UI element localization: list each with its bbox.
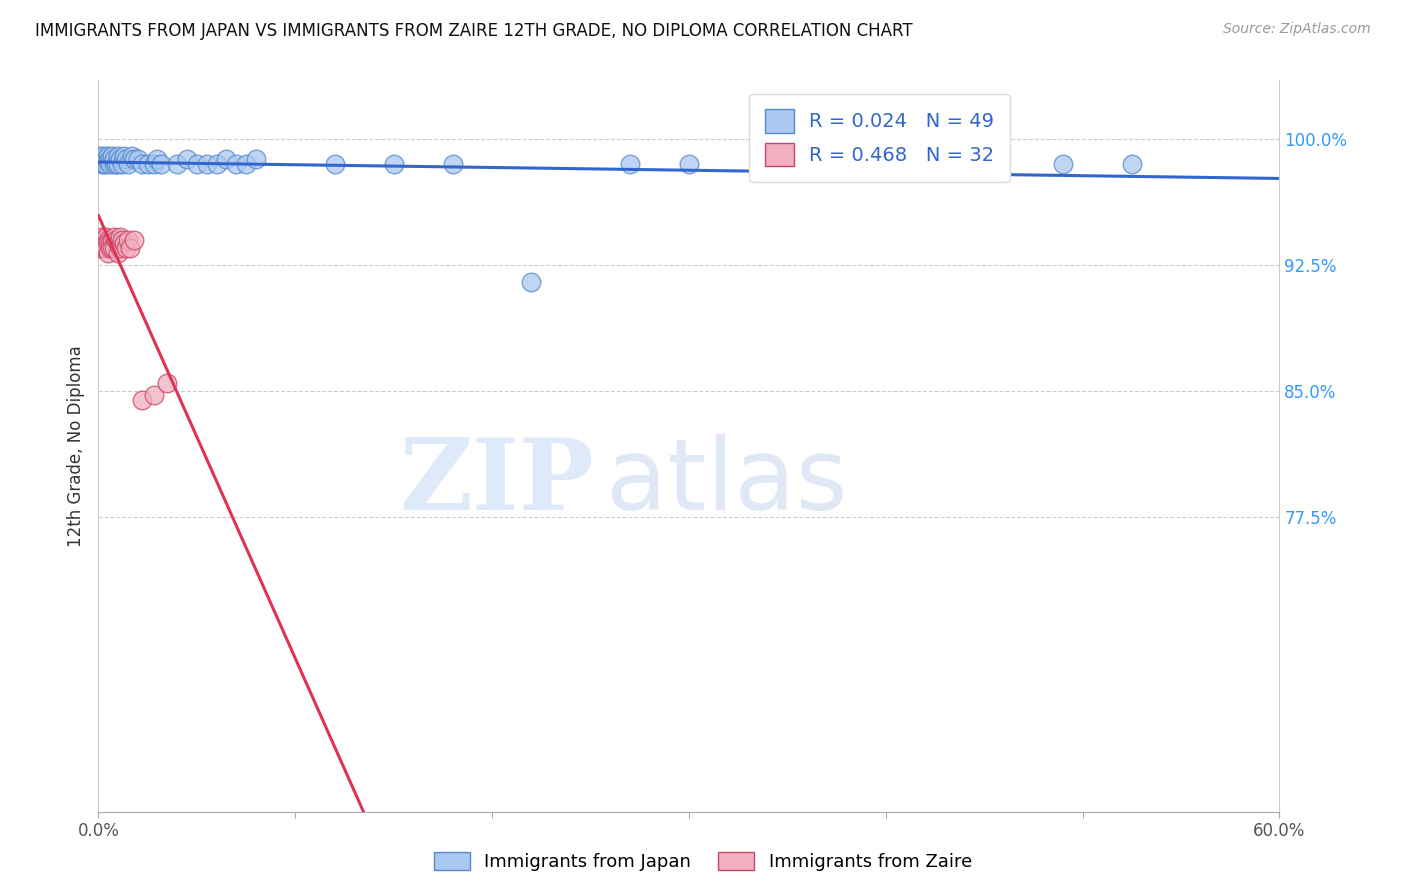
Text: ZIP: ZIP xyxy=(399,434,595,531)
Point xyxy=(93,149,115,163)
Point xyxy=(131,392,153,407)
Point xyxy=(914,157,936,171)
Point xyxy=(166,157,188,171)
Point xyxy=(103,229,125,244)
Point xyxy=(323,157,346,171)
Point xyxy=(103,153,125,167)
Point xyxy=(441,157,464,171)
Point xyxy=(96,236,118,251)
Point xyxy=(96,242,118,256)
Point xyxy=(98,153,121,167)
Point xyxy=(89,233,111,247)
Point xyxy=(186,157,208,171)
Point xyxy=(1052,157,1074,171)
Point xyxy=(176,153,198,167)
Point xyxy=(205,157,228,171)
Y-axis label: 12th Grade, No Diploma: 12th Grade, No Diploma xyxy=(66,345,84,547)
Point xyxy=(91,236,114,251)
Point xyxy=(108,153,131,167)
Point xyxy=(97,233,120,247)
Point xyxy=(103,242,125,256)
Point xyxy=(91,229,114,244)
Point xyxy=(101,233,124,247)
Point xyxy=(89,242,111,256)
Point xyxy=(136,157,159,171)
Point xyxy=(111,233,134,247)
Point xyxy=(93,242,115,256)
Point xyxy=(195,157,218,171)
Point xyxy=(678,157,700,171)
Point xyxy=(91,157,114,171)
Point xyxy=(122,153,145,167)
Point xyxy=(115,242,138,256)
Point xyxy=(112,149,135,163)
Point xyxy=(98,236,121,251)
Point xyxy=(131,157,153,171)
Point xyxy=(105,233,128,247)
Point xyxy=(122,233,145,247)
Text: atlas: atlas xyxy=(606,434,848,531)
Point xyxy=(89,149,111,163)
Point xyxy=(103,157,125,171)
Point xyxy=(121,149,143,163)
Point xyxy=(115,153,138,167)
Point xyxy=(96,229,118,244)
Text: IMMIGRANTS FROM JAPAN VS IMMIGRANTS FROM ZAIRE 12TH GRADE, NO DIPLOMA CORRELATIO: IMMIGRANTS FROM JAPAN VS IMMIGRANTS FROM… xyxy=(35,22,912,40)
Point xyxy=(112,236,135,251)
Point xyxy=(101,149,124,163)
Point xyxy=(245,153,267,167)
Point xyxy=(108,242,131,256)
Point xyxy=(96,157,118,171)
Point xyxy=(101,242,124,256)
Point xyxy=(146,153,169,167)
Legend: Immigrants from Japan, Immigrants from Zaire: Immigrants from Japan, Immigrants from Z… xyxy=(426,845,980,879)
Point xyxy=(97,236,120,251)
Point xyxy=(150,157,173,171)
Point xyxy=(973,157,995,171)
Point xyxy=(215,153,238,167)
Point xyxy=(142,388,165,402)
Point xyxy=(156,376,179,390)
Point xyxy=(97,246,120,260)
Point xyxy=(93,233,115,247)
Point xyxy=(97,153,120,168)
Point xyxy=(107,157,129,171)
Point xyxy=(382,157,405,171)
Legend: R = 0.024   N = 49, R = 0.468   N = 32: R = 0.024 N = 49, R = 0.468 N = 32 xyxy=(749,94,1010,182)
Point xyxy=(105,157,128,171)
Point xyxy=(107,149,129,163)
Point xyxy=(111,157,134,171)
Point xyxy=(93,157,115,171)
Point xyxy=(96,153,118,167)
Point xyxy=(98,157,121,171)
Text: Source: ZipAtlas.com: Source: ZipAtlas.com xyxy=(1223,22,1371,37)
Point xyxy=(235,157,257,171)
Point xyxy=(619,157,641,171)
Point xyxy=(117,157,139,171)
Point xyxy=(108,229,131,244)
Point xyxy=(107,236,129,251)
Point xyxy=(127,153,149,167)
Point xyxy=(117,233,139,247)
Point xyxy=(98,242,121,256)
Point xyxy=(142,157,165,171)
Point xyxy=(225,157,247,171)
Point xyxy=(97,149,120,163)
Point xyxy=(118,242,141,256)
Point xyxy=(1121,157,1143,171)
Point xyxy=(520,275,543,289)
Point xyxy=(107,246,129,260)
Point xyxy=(91,153,114,167)
